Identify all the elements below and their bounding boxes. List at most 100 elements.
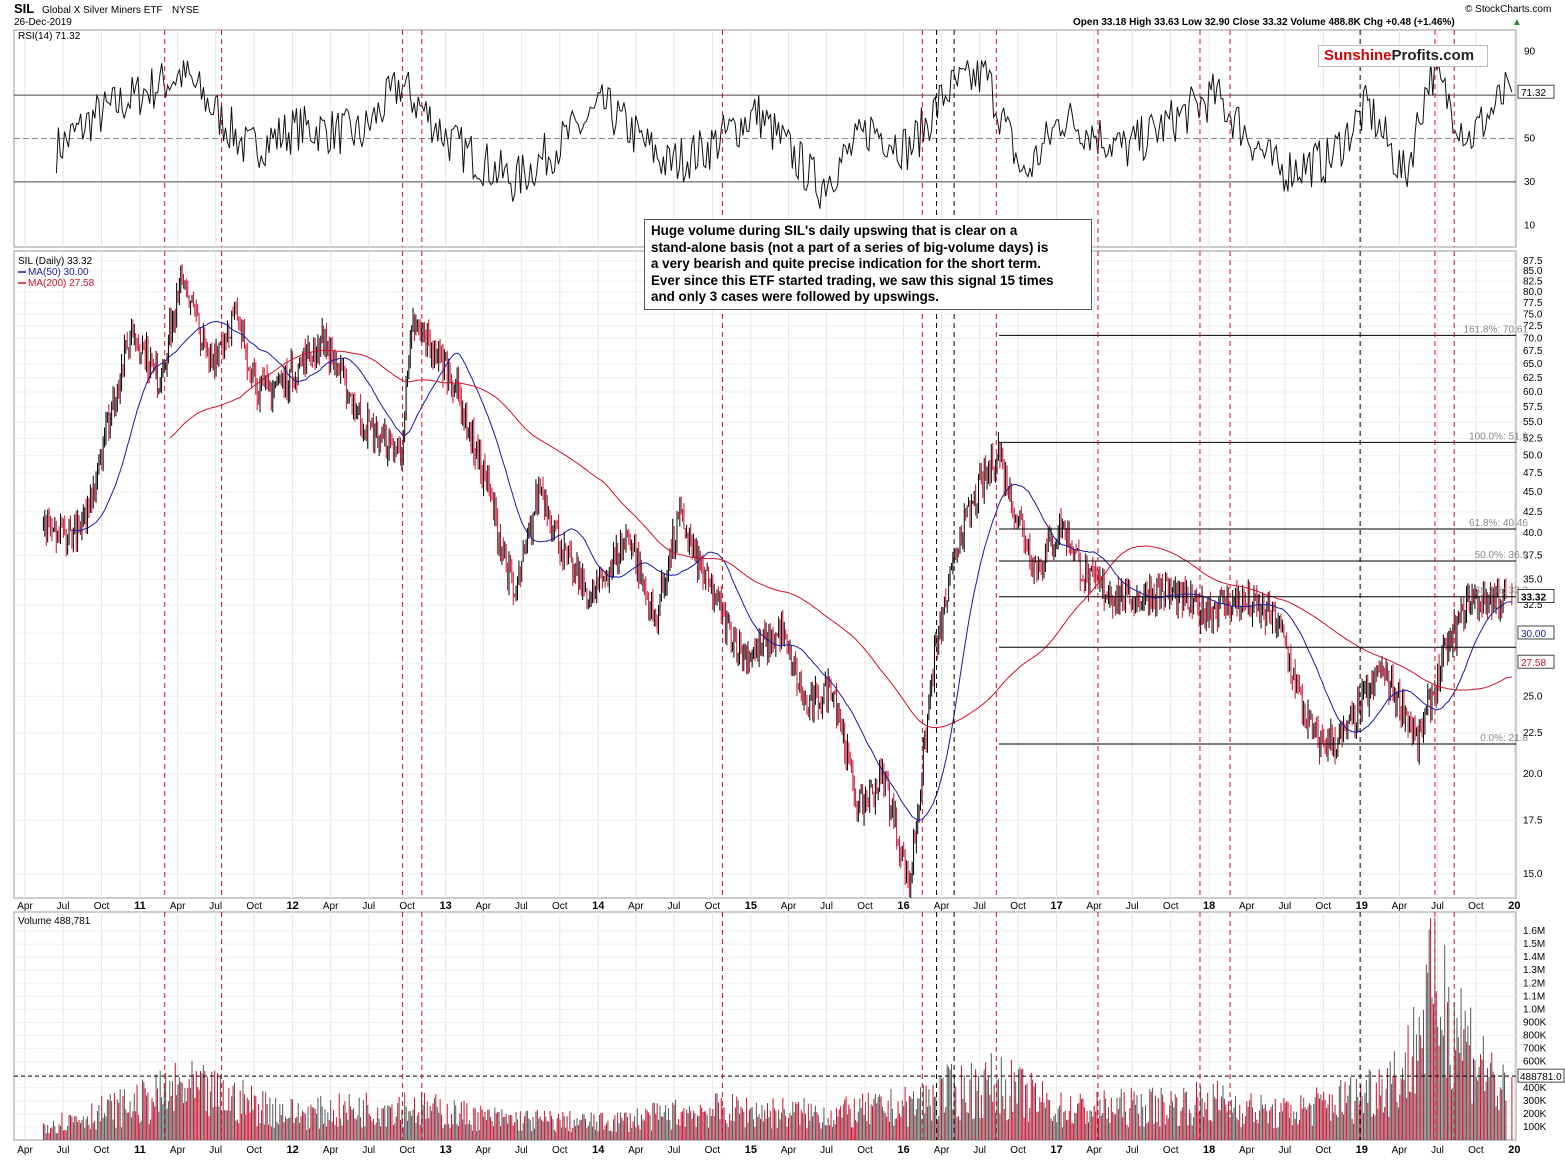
- volume-tick-label: 100K: [1523, 1122, 1547, 1133]
- x-tick-label: Jul: [1431, 1145, 1444, 1156]
- x-tick-label: 14: [592, 900, 605, 912]
- x-tick-label: 20: [1508, 900, 1520, 912]
- price-tick-label: 57.5: [1523, 402, 1543, 413]
- price-tick-label: 45.0: [1523, 487, 1543, 498]
- fib-label: 0.0%: 21.8: [1480, 733, 1528, 744]
- x-tick-label: Jul: [209, 901, 222, 912]
- x-tick-label: Apr: [934, 1145, 950, 1156]
- rsi-value-tag: [1517, 84, 1555, 99]
- x-tick-label: Jul: [515, 901, 528, 912]
- price-tick-label: 65.0: [1523, 359, 1543, 370]
- price-tick-label: 70.0: [1523, 333, 1543, 344]
- brand-part1: Sunshine: [1324, 47, 1392, 64]
- legend-ma50: MA(50) 30.00: [28, 267, 89, 278]
- volume-tick-label: 1.2M: [1523, 978, 1545, 989]
- x-tick-label: Oct: [1163, 901, 1179, 912]
- volume-tick-label: 1.1M: [1523, 991, 1545, 1002]
- candles-group: [42, 264, 1513, 898]
- brand-logo[interactable]: SunshineProfits.com: [1318, 45, 1488, 67]
- price-tick-label: 72.5: [1523, 321, 1543, 332]
- x-tick-label: Jul: [973, 901, 986, 912]
- rsi-value-label: 71.32: [1521, 88, 1546, 99]
- price-tick-label: 85.0: [1523, 266, 1543, 277]
- x-tick-label: 13: [440, 1144, 452, 1156]
- price-frame: [13, 250, 1517, 899]
- x-tick-label: 14: [592, 1144, 605, 1156]
- price-tick-label: 67.5: [1523, 346, 1543, 357]
- x-tick-label: Oct: [552, 901, 568, 912]
- x-tick-label: Apr: [1086, 1145, 1102, 1156]
- x-tick-label: Jul: [668, 901, 681, 912]
- x-tick-label: Oct: [1010, 1145, 1026, 1156]
- x-tick-label: 18: [1203, 900, 1215, 912]
- price-tick-label: 87.5: [1523, 256, 1543, 267]
- x-tick-label: Jul: [362, 901, 375, 912]
- volume-tick-label: 400K: [1523, 1083, 1547, 1094]
- exchange: NYSE: [172, 5, 200, 16]
- x-tick-label: Apr: [323, 901, 339, 912]
- ma50-tag: [1517, 625, 1555, 640]
- x-tick-label: Apr: [323, 1145, 339, 1156]
- legend-sil: SIL (Daily) 33.32: [18, 256, 93, 267]
- price-tick-label: 37.5: [1523, 550, 1543, 561]
- x-tick-label: Oct: [246, 901, 262, 912]
- x-tick-label: Apr: [628, 1145, 644, 1156]
- volume-tick-label: 200K: [1523, 1109, 1547, 1120]
- x-tick-label: Apr: [781, 901, 797, 912]
- fib-label: 38.2%: 33.3: [1475, 586, 1529, 597]
- rsi-line: [55, 60, 1513, 209]
- x-tick-label: Oct: [857, 1145, 873, 1156]
- ma50-value-label: 30.00: [1521, 629, 1546, 640]
- x-tick-label: Oct: [552, 1145, 568, 1156]
- x-tick-label: 12: [286, 900, 298, 912]
- volume-tick-label: 1.5M: [1523, 939, 1545, 950]
- brand-part2: Profits.com: [1391, 47, 1475, 64]
- x-tick-label: Apr: [1086, 901, 1102, 912]
- volume-tick-label: 700K: [1523, 1044, 1547, 1055]
- x-tick-label: Oct: [246, 1145, 262, 1156]
- close-tag: [1517, 589, 1555, 604]
- price-tick-label: 80.0: [1523, 287, 1543, 298]
- volume-tick-label: 1.6M: [1523, 926, 1545, 937]
- volume-tick-label: 900K: [1523, 1017, 1547, 1028]
- volume-value-label: 488781.0: [1520, 1072, 1562, 1083]
- x-tick-label: 20: [1508, 1144, 1520, 1156]
- price-tick-label: 22.5: [1523, 728, 1543, 739]
- x-tick-label: Oct: [1316, 901, 1332, 912]
- x-tick-label: Jul: [973, 1145, 986, 1156]
- x-tick-label: Oct: [94, 1145, 110, 1156]
- x-tick-label: 17: [1050, 1144, 1062, 1156]
- x-tick-label: Oct: [1468, 1145, 1484, 1156]
- x-tick-label: Jul: [1278, 1145, 1291, 1156]
- x-tick-label: Apr: [17, 901, 33, 912]
- close-value-label: 33.32: [1521, 593, 1546, 604]
- x-tick-label: Apr: [170, 1145, 186, 1156]
- x-tick-label: Oct: [1316, 1145, 1332, 1156]
- x-tick-label: Jul: [1431, 901, 1444, 912]
- fib-label: 161.8%: 70.61: [1464, 324, 1529, 335]
- price-tick-label: 82.5: [1523, 276, 1543, 287]
- price-tick-label: 77.5: [1523, 298, 1543, 309]
- x-tick-label: Apr: [1239, 1145, 1255, 1156]
- x-tick-label: Oct: [857, 901, 873, 912]
- x-tick-label: Jul: [820, 901, 833, 912]
- x-tick-label: Jul: [1126, 1145, 1139, 1156]
- volume-tick-label: 1.0M: [1523, 1004, 1545, 1015]
- etf-name: Global X Silver Miners ETF: [42, 5, 163, 16]
- price-tick-label: 15.0: [1523, 869, 1543, 880]
- price-tick-label: 40.0: [1523, 528, 1543, 539]
- x-tick-label: 19: [1356, 1144, 1368, 1156]
- x-tick-label: Apr: [1239, 901, 1255, 912]
- price-tick-label: 20.0: [1523, 769, 1543, 780]
- volume-value-tag: [1517, 1068, 1565, 1083]
- annotation-line: a very bearish and quite precise indicat…: [651, 256, 1041, 271]
- x-tick-label: Jul: [515, 1145, 528, 1156]
- price-tick-label: 25.0: [1523, 691, 1543, 702]
- x-tick-label: Apr: [476, 1145, 492, 1156]
- annotation-line: stand-alone basis (not a part of a serie…: [651, 239, 1049, 255]
- volume-tick-label: 600K: [1523, 1057, 1547, 1068]
- x-tick-label: Apr: [17, 1145, 33, 1156]
- price-tick-label: 17.5: [1523, 815, 1543, 826]
